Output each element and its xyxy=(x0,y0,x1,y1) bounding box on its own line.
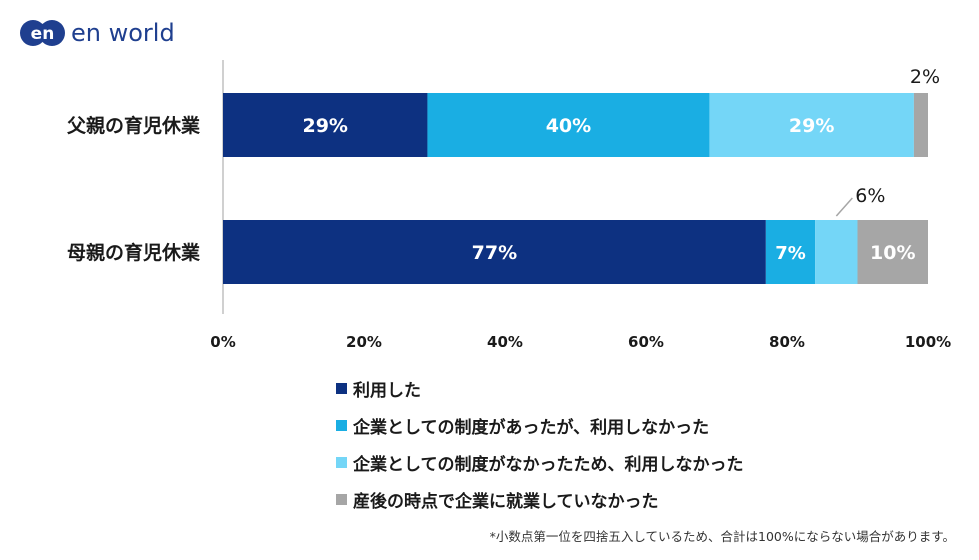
x-tick-label: 0% xyxy=(210,333,235,351)
x-tick-label: 60% xyxy=(628,333,664,351)
legend-swatch-no-system xyxy=(336,457,347,468)
logo-text: en world xyxy=(71,19,175,47)
logo-mark-left-circle xyxy=(20,20,46,46)
data-label: 77% xyxy=(472,242,517,264)
footnote: *小数点第一位を四捨五入しているため、合計は100%にならない場合があります。 xyxy=(489,529,955,544)
bar-used xyxy=(223,93,428,157)
data-label: 40% xyxy=(546,115,591,137)
x-tick-label: 20% xyxy=(346,333,382,351)
bar-no-system xyxy=(815,220,858,284)
data-label: 2% xyxy=(910,66,940,88)
leader-line xyxy=(835,197,853,217)
category-label: 母親の育児休業 xyxy=(67,241,201,264)
bar-not-employed xyxy=(857,220,928,284)
bar-used xyxy=(223,220,766,284)
bar-system-not-used xyxy=(427,93,710,157)
data-label: 29% xyxy=(789,115,834,137)
data-label: 6% xyxy=(855,185,885,207)
x-tick-label: 100% xyxy=(905,333,951,351)
data-label: 10% xyxy=(870,242,915,264)
legend-swatch-not-employed xyxy=(336,494,347,505)
x-tick-label: 40% xyxy=(487,333,523,351)
bar-not-employed xyxy=(913,93,928,157)
x-tick-label: 80% xyxy=(769,333,805,351)
stacked-bar-chart: 父親の育児休業 29% 40% 29% 2% 母親の育児休業 77% 7% 6% 10% 0% 20%… xyxy=(66,60,951,351)
bar-no-system xyxy=(709,93,914,157)
logo-mark-text: en xyxy=(31,24,55,44)
legend-swatch-used xyxy=(336,383,347,394)
legend-item-not-employed: 産後の時点で企業に就業していなかった xyxy=(336,481,744,518)
legend-item-system-not-used: 企業としての制度があったが、利用しなかった xyxy=(336,407,744,444)
legend-label-system-not-used: 企業としての制度があったが、利用しなかった xyxy=(353,418,710,438)
enworld-logo: en en world xyxy=(20,19,175,47)
category-label: 父親の育児休業 xyxy=(66,114,201,137)
legend-label-used: 利用した xyxy=(353,381,421,401)
legend-item-used: 利用した xyxy=(336,370,744,407)
data-label: 29% xyxy=(302,115,347,137)
legend-label-no-system: 企業としての制度がなかったため、利用しなかった xyxy=(353,455,744,475)
legend-swatch-system-not-used xyxy=(336,420,347,431)
bar-system-not-used xyxy=(765,220,816,284)
data-label: 7% xyxy=(775,243,806,264)
legend: 利用した 企業としての制度があったが、利用しなかった 企業としての制度がなかった… xyxy=(336,370,744,518)
legend-item-no-system: 企業としての制度がなかったため、利用しなかった xyxy=(336,444,744,481)
legend-label-not-employed: 産後の時点で企業に就業していなかった xyxy=(353,492,659,512)
logo-mark-right-circle xyxy=(39,20,65,46)
